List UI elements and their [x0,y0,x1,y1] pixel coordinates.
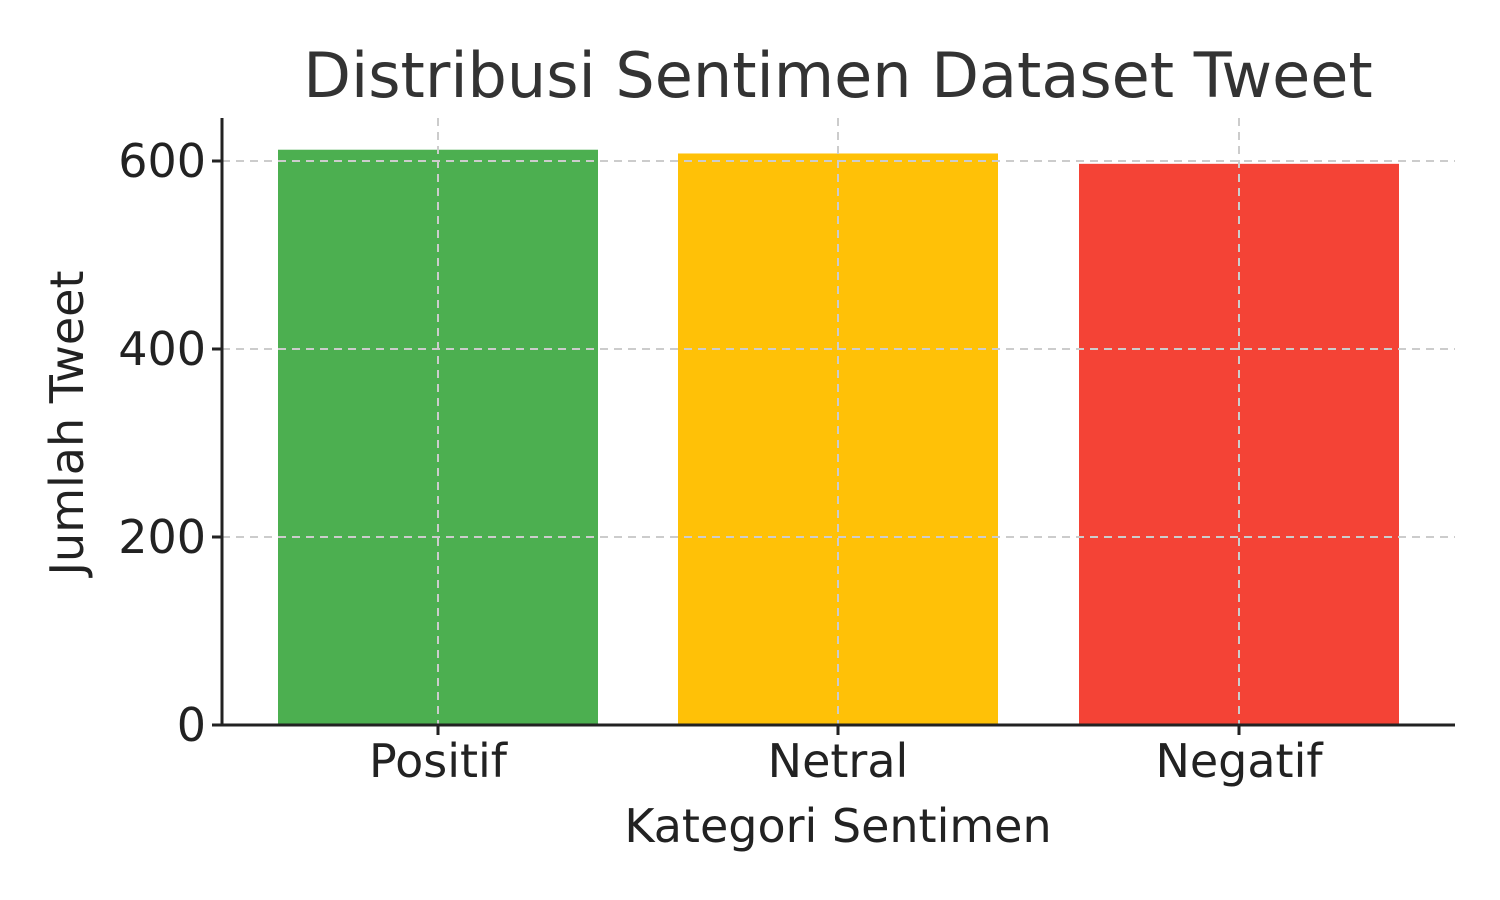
chart-title: Distribusi Sentimen Dataset Tweet [303,39,1372,112]
y-tick-label: 400 [118,322,206,376]
x-tick-label: Netral [768,734,909,788]
y-ticks: 0 200 400 600 [118,134,222,752]
y-tick-label: 200 [118,510,206,564]
x-ticks: Positif Netral Negatif [369,725,1324,788]
x-tick-label: Positif [369,734,509,788]
y-tick-label: 0 [177,698,206,752]
bars [222,118,1455,726]
y-tick-label: 600 [118,134,206,188]
x-axis-label: Kategori Sentimen [624,799,1051,853]
x-tick-label: Negatif [1155,734,1324,788]
y-axis-label: Jumlah Tweet [40,270,94,578]
